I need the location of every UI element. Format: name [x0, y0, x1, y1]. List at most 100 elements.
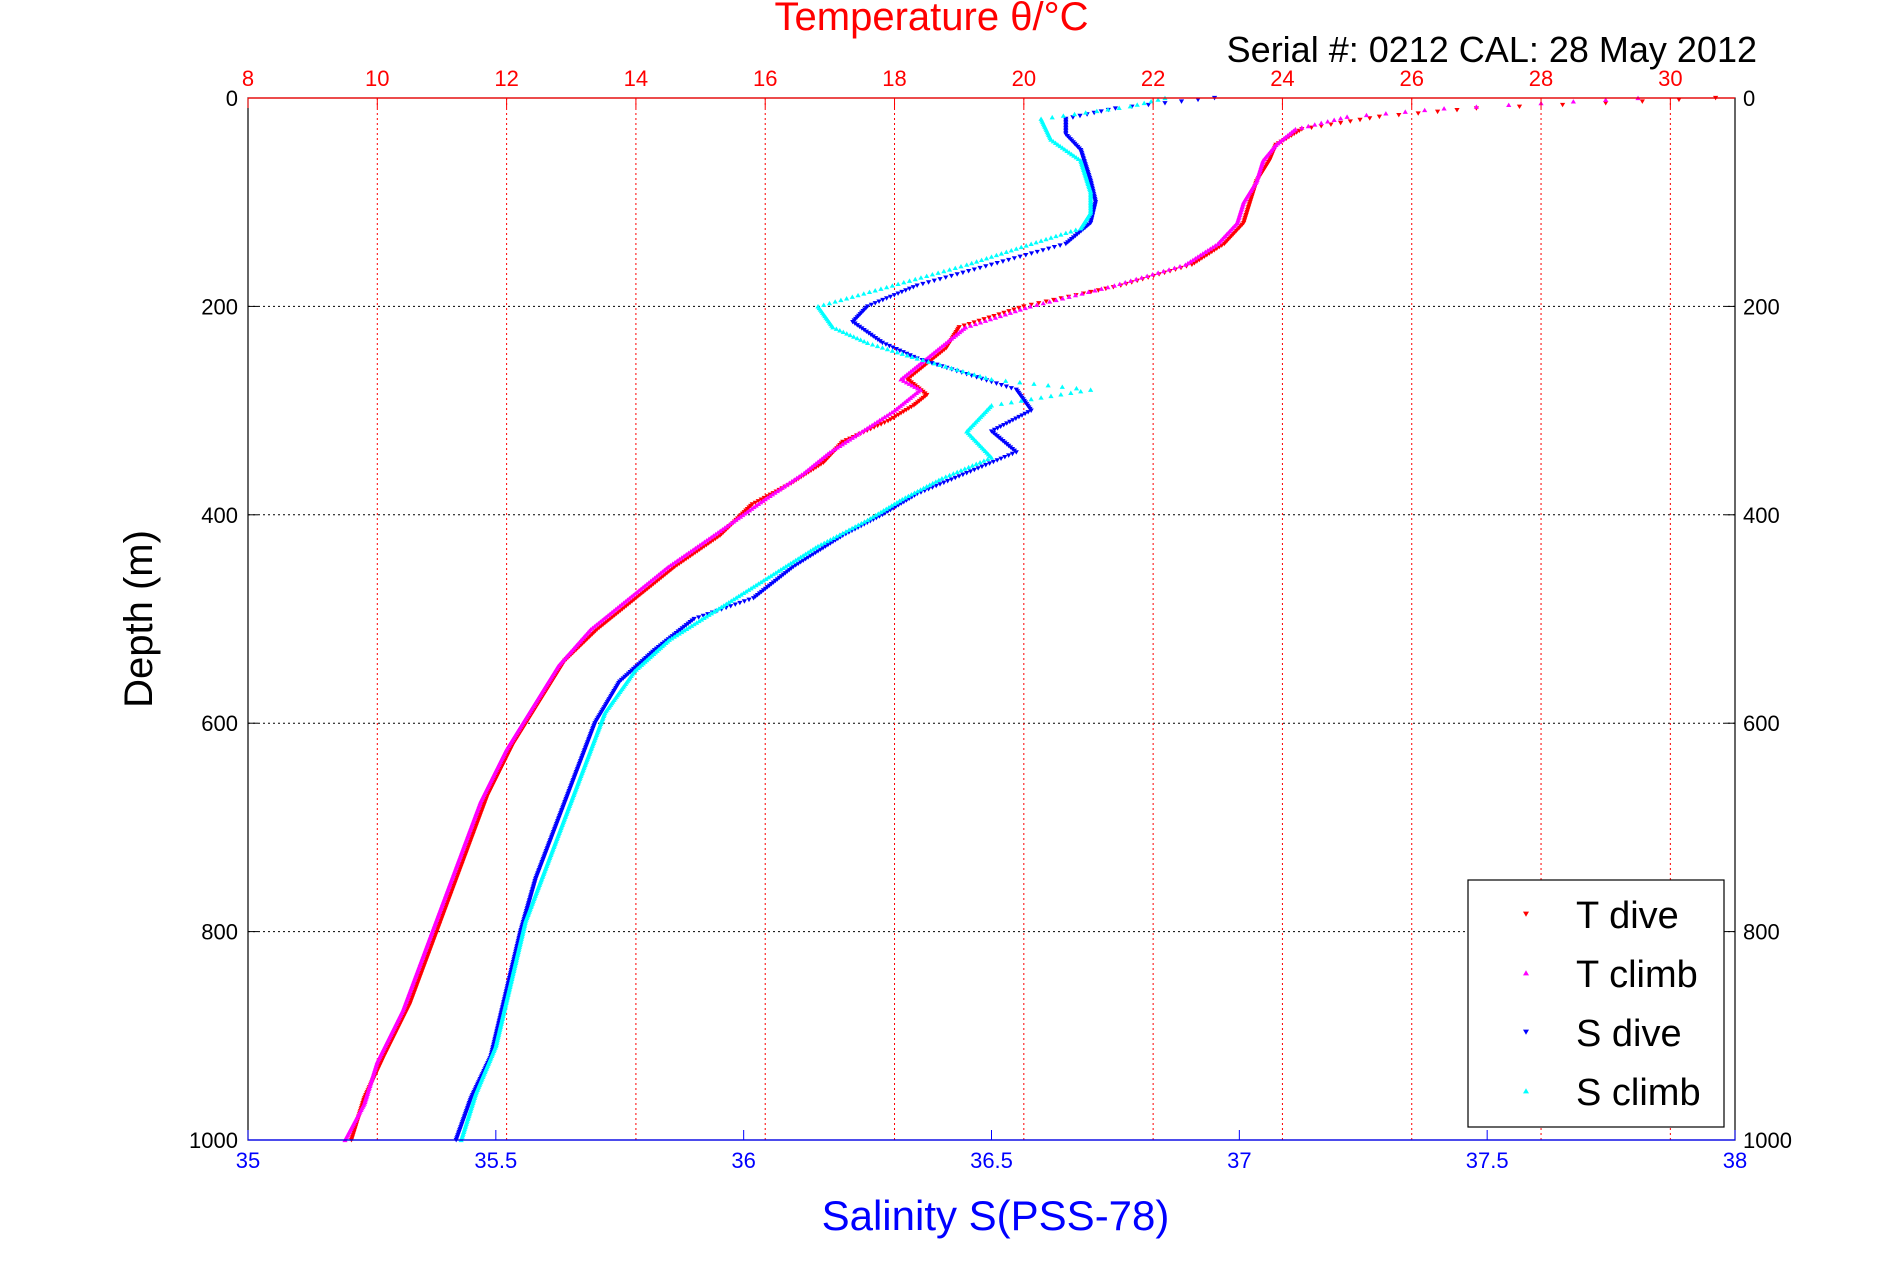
data-point — [884, 413, 890, 418]
data-point — [1023, 243, 1029, 248]
data-point — [728, 598, 734, 603]
data-point — [798, 554, 804, 560]
salinity-tick-label: 35 — [236, 1148, 260, 1173]
data-point — [943, 474, 949, 479]
data-point — [902, 495, 908, 500]
data-point — [1199, 256, 1205, 261]
data-point — [1195, 97, 1201, 103]
data-point — [737, 600, 743, 606]
data-point — [911, 403, 917, 408]
data-point — [969, 463, 976, 468]
data-point — [958, 467, 964, 473]
data-point — [979, 464, 985, 470]
data-point — [1013, 246, 1019, 251]
data-point — [1376, 114, 1383, 120]
data-point — [870, 334, 876, 339]
data-point — [681, 628, 687, 633]
data-point — [1007, 419, 1013, 425]
axes: 0 0 200 200 400 400 600 600 800 800 1000 1000 8 10 12 1… — [189, 66, 1792, 1173]
data-point — [1004, 421, 1010, 426]
data-point — [669, 635, 675, 641]
data-point — [760, 578, 767, 583]
data-point — [906, 381, 912, 386]
data-point — [1040, 248, 1046, 253]
data-point — [783, 564, 789, 569]
data-point — [941, 480, 947, 486]
data-point — [1078, 225, 1084, 231]
data-point — [837, 532, 843, 537]
data-point — [696, 547, 703, 553]
data-point — [820, 546, 826, 551]
data-point — [789, 478, 795, 484]
data-point — [1559, 102, 1566, 108]
data-point — [864, 340, 871, 345]
data-point — [1219, 243, 1225, 248]
data-point — [1048, 235, 1054, 240]
data-point — [750, 584, 757, 589]
data-point — [960, 270, 966, 276]
data-point — [870, 514, 876, 519]
data-point — [779, 485, 785, 490]
data-point — [903, 407, 909, 413]
salinity-tick-label: 36.5 — [970, 1148, 1013, 1173]
data-point — [850, 319, 856, 325]
data-point — [897, 498, 903, 503]
data-point — [1194, 259, 1200, 264]
y-tick-label: 200 — [201, 294, 238, 319]
data-point — [884, 346, 891, 352]
legend-marker — [1523, 1088, 1529, 1094]
salinity-tick-label: 37 — [1227, 1148, 1251, 1173]
data-point — [671, 634, 677, 639]
data-point — [937, 362, 943, 367]
data-point — [758, 497, 764, 502]
data-point — [1205, 247, 1211, 253]
data-point — [1148, 98, 1154, 104]
data-point — [703, 542, 709, 548]
data-point — [1516, 104, 1523, 110]
data-point — [921, 485, 927, 491]
data-point — [909, 354, 915, 360]
data-point — [1088, 387, 1094, 392]
data-point — [844, 331, 850, 336]
data-point — [752, 500, 758, 506]
data-point — [1013, 416, 1019, 421]
data-point — [1088, 289, 1094, 295]
salinity-tick-label: 37.5 — [1466, 1148, 1509, 1173]
data-point — [1053, 297, 1059, 303]
data-point — [1010, 418, 1016, 423]
data-point — [1473, 104, 1479, 109]
data-point — [866, 331, 872, 336]
legend-marker — [1523, 1029, 1529, 1035]
data-point — [886, 504, 892, 510]
data-point — [903, 288, 909, 293]
y-tick-label-right: 0 — [1743, 86, 1755, 111]
legend-marker — [1523, 970, 1529, 976]
data-point — [1570, 99, 1576, 104]
data-point — [905, 493, 911, 499]
data-point — [908, 492, 915, 497]
data-point — [1043, 236, 1049, 242]
data-point — [859, 429, 865, 434]
data-point — [763, 576, 769, 581]
data-point — [971, 372, 977, 377]
data-point — [935, 270, 941, 275]
data-point — [1338, 115, 1344, 121]
data-point — [837, 443, 843, 448]
data-point — [706, 541, 712, 546]
data-point — [1185, 260, 1191, 266]
data-point — [1046, 246, 1052, 252]
data-point — [718, 604, 724, 610]
data-point — [1209, 249, 1215, 255]
data-point — [846, 527, 852, 532]
temperature-tick-label: 26 — [1399, 66, 1423, 91]
data-point — [998, 382, 1005, 388]
data-point — [971, 320, 977, 325]
data-point — [1200, 251, 1206, 256]
data-point — [861, 338, 867, 344]
data-point — [966, 464, 972, 470]
data-point — [1150, 271, 1156, 277]
data-point — [883, 342, 889, 347]
data-point — [966, 269, 972, 274]
data-point — [1344, 114, 1350, 119]
data-point — [998, 424, 1004, 429]
